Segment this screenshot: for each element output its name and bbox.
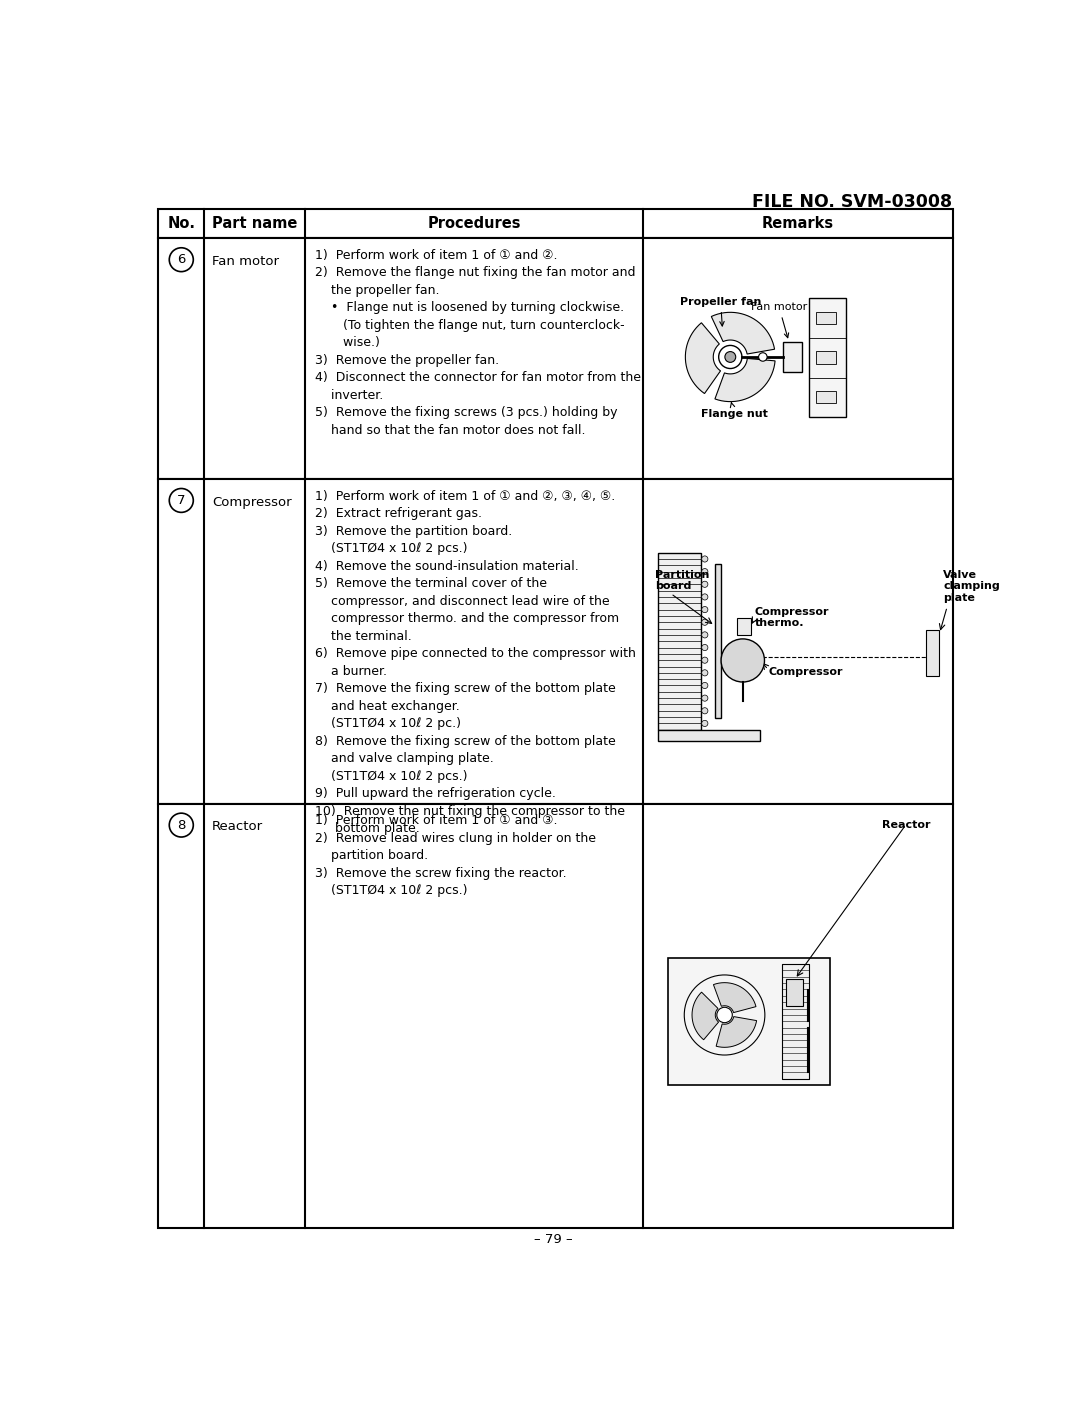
Bar bbox=[667, 958, 831, 1085]
Circle shape bbox=[702, 606, 707, 612]
Circle shape bbox=[702, 708, 707, 713]
Text: 1)  Perform work of item 1 of ① and ②.
2)  Remove the flange nut fixing the fan : 1) Perform work of item 1 of ① and ②. 2)… bbox=[314, 249, 640, 438]
Bar bbox=[659, 730, 760, 741]
Bar bbox=[786, 979, 804, 1006]
Bar bbox=[816, 312, 837, 324]
Polygon shape bbox=[716, 1017, 757, 1047]
Text: Valve
clamping
plate: Valve clamping plate bbox=[943, 570, 1000, 602]
Circle shape bbox=[702, 632, 707, 637]
Bar bbox=[159, 803, 953, 1227]
Polygon shape bbox=[686, 322, 720, 394]
Bar bbox=[816, 391, 837, 402]
Bar bbox=[737, 618, 751, 635]
Text: Fan motor: Fan motor bbox=[212, 255, 279, 269]
Circle shape bbox=[702, 556, 707, 561]
Bar bbox=[159, 238, 953, 478]
Polygon shape bbox=[714, 982, 756, 1013]
Polygon shape bbox=[692, 992, 718, 1040]
Circle shape bbox=[702, 644, 707, 650]
Text: Partition
board: Partition board bbox=[656, 570, 710, 591]
Text: Procedures: Procedures bbox=[428, 217, 521, 231]
Bar bbox=[783, 342, 802, 373]
Text: Remarks: Remarks bbox=[761, 217, 834, 231]
Text: No.: No. bbox=[167, 217, 195, 231]
Circle shape bbox=[702, 594, 707, 599]
Bar bbox=[715, 564, 721, 718]
Text: 8: 8 bbox=[177, 819, 186, 832]
Circle shape bbox=[702, 682, 707, 688]
Circle shape bbox=[702, 670, 707, 675]
Circle shape bbox=[702, 619, 707, 625]
Circle shape bbox=[702, 581, 707, 587]
Circle shape bbox=[702, 657, 707, 663]
Text: Compressor
thermo.: Compressor thermo. bbox=[755, 606, 829, 628]
Text: 6: 6 bbox=[177, 253, 186, 266]
Text: Reactor: Reactor bbox=[882, 820, 930, 830]
Circle shape bbox=[725, 352, 735, 363]
Polygon shape bbox=[715, 359, 775, 401]
Circle shape bbox=[717, 1007, 732, 1023]
Circle shape bbox=[702, 720, 707, 726]
Text: Fan motor: Fan motor bbox=[751, 303, 807, 338]
Bar bbox=[659, 553, 701, 730]
Bar bbox=[926, 630, 940, 675]
Text: – 79 –: – 79 – bbox=[535, 1233, 572, 1245]
Text: Compressor: Compressor bbox=[212, 495, 292, 509]
Circle shape bbox=[718, 345, 742, 369]
Text: Compressor: Compressor bbox=[768, 667, 842, 677]
Text: Flange nut: Flange nut bbox=[701, 402, 768, 418]
Text: 7: 7 bbox=[177, 494, 186, 507]
Text: Reactor: Reactor bbox=[212, 820, 264, 833]
Bar bbox=[782, 964, 809, 1079]
Text: Part name: Part name bbox=[212, 217, 297, 231]
Circle shape bbox=[702, 695, 707, 701]
Circle shape bbox=[702, 568, 707, 574]
Polygon shape bbox=[712, 312, 774, 355]
Text: 1)  Perform work of item 1 of ① and ②, ③, ④, ⑤.
2)  Extract refrigerant gas.
3) : 1) Perform work of item 1 of ① and ②, ③,… bbox=[314, 490, 635, 836]
Bar bbox=[809, 298, 846, 416]
Bar bbox=[159, 208, 953, 238]
Bar bbox=[159, 478, 953, 803]
Bar bbox=[816, 352, 837, 363]
Circle shape bbox=[721, 639, 765, 682]
Text: 1)  Perform work of item 1 of ① and ③.
2)  Remove lead wires clung in holder on : 1) Perform work of item 1 of ① and ③. 2)… bbox=[314, 815, 595, 898]
Text: Propeller fan: Propeller fan bbox=[680, 297, 761, 326]
Circle shape bbox=[758, 353, 767, 362]
Text: FILE NO. SVM-03008: FILE NO. SVM-03008 bbox=[753, 194, 953, 211]
